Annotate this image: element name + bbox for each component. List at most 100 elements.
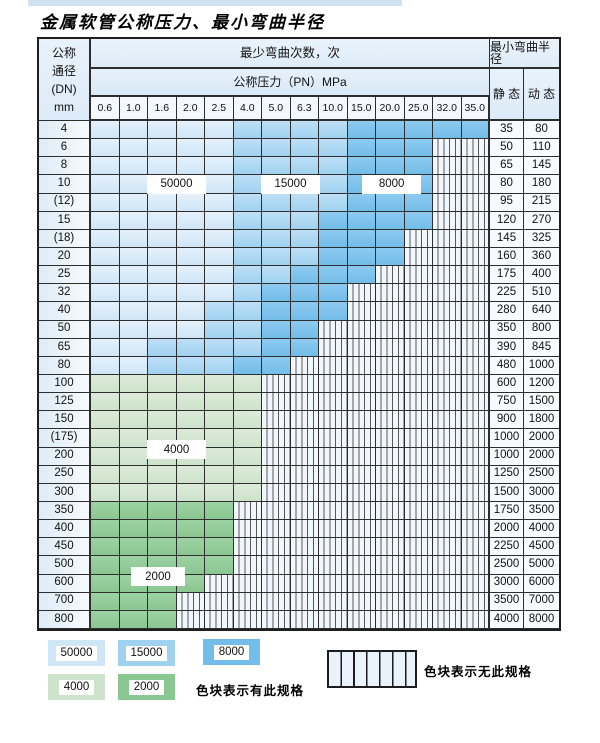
band-cell-15000次 [319,139,348,158]
static-radius-cell: 280 [490,302,524,321]
band-cell-4000次 [205,374,234,394]
band-cell-无此规格 [376,284,405,303]
band-cell-15000次 [262,139,291,158]
band-cell-无此规格 [461,447,490,466]
band-cell-4000次 [91,483,120,502]
band-cell-50000次 [91,229,120,248]
band-cell-50000次 [176,229,205,248]
dn-cell: 20 [39,247,91,267]
dn-cell: (18) [39,229,91,248]
band-cell-15000次 [233,302,262,321]
band-cell-50000次 [205,175,234,194]
legend-has-spec-text: 色块表示有此规格 [196,684,305,698]
dynamic-radius-cell: 180 [524,175,559,194]
band-cell-无此规格 [347,465,376,484]
dynamic-radius-cell: 2000 [524,447,559,466]
band-cell-15000次 [319,175,348,194]
band-cell-无此规格 [262,538,291,557]
band-cell-15000次 [176,356,205,375]
band-cell-8000次 [404,193,433,212]
band-cell-8000次 [262,356,291,375]
legend-chip-label: 4000 [58,679,95,695]
band-cell-8000次 [347,266,376,285]
dynamic-radius-cell: 1200 [524,374,559,394]
band-cell-无此规格 [376,520,405,539]
band-cell-无此规格 [319,411,348,430]
band-cell-无此规格 [376,393,405,412]
band-cell-无此规格 [347,411,376,430]
band-cell-4000次 [205,447,234,466]
band-cell-无此规格 [290,356,319,375]
band-cell-15000次 [233,338,262,357]
band-cell-无此规格 [433,157,462,176]
band-cell-15000次 [262,211,291,230]
band-cell-无此规格 [461,538,490,557]
band-cell-8000次 [347,157,376,176]
band-cell-无此规格 [290,411,319,430]
dn-cell: 500 [39,556,91,575]
band-cell-50000次 [91,266,120,285]
pressure-tick: 2.0 [176,97,205,121]
band-cell-无此规格 [233,556,262,575]
band-cell-无此规格 [319,374,348,394]
band-cell-50000次 [119,338,148,357]
band-cell-无此规格 [461,411,490,430]
legend-chip-4000: 4000 [48,674,105,700]
band-cell-2000次 [91,538,120,557]
band-cell-无此规格 [404,320,433,339]
band-cell-15000次 [290,193,319,212]
band-cell-4000次 [119,374,148,394]
band-cell-2000次 [119,538,148,557]
band-cell-无此规格 [461,193,490,212]
band-cell-15000次 [290,157,319,176]
band-cell-无此规格 [290,447,319,466]
band-cell-4000次 [148,483,177,502]
band-cell-4000次 [205,393,234,412]
band-cell-无此规格 [433,193,462,212]
band-cell-无此规格 [433,266,462,285]
band-cell-8000次 [376,247,405,267]
band-cell-50000次 [119,247,148,267]
static-radius-cell: 1000 [490,429,524,448]
bend-count-label: 4000 [148,441,205,459]
dn-cell: 8 [39,157,91,176]
band-cell-4000次 [176,393,205,412]
band-cell-无此规格 [433,229,462,248]
band-cell-4000次 [233,393,262,412]
dn-cell: 6 [39,139,91,158]
bend-times-header: 最少弯曲次数，次 [91,39,490,69]
band-cell-无此规格 [433,211,462,230]
band-cell-4000次 [119,393,148,412]
band-cell-无此规格 [319,465,348,484]
band-cell-无此规格 [233,520,262,539]
band-cell-15000次 [233,320,262,339]
band-cell-无此规格 [404,302,433,321]
dn-cell: 700 [39,592,91,611]
band-cell-无此规格 [233,574,262,593]
band-cell-4000次 [148,374,177,394]
band-cell-无此规格 [376,356,405,375]
band-cell-15000次 [319,193,348,212]
band-cell-无此规格 [290,520,319,539]
band-cell-8000次 [290,266,319,285]
dynamic-radius-cell: 110 [524,139,559,158]
dynamic-radius-cell: 80 [524,121,559,140]
band-cell-无此规格 [319,610,348,629]
band-cell-无此规格 [376,556,405,575]
band-cell-无此规格 [262,556,291,575]
band-cell-15000次 [233,157,262,176]
legend-chip-15000: 15000 [118,640,175,666]
band-cell-8000次 [319,247,348,267]
static-radius-cell: 350 [490,320,524,339]
band-cell-50000次 [176,302,205,321]
band-cell-无此规格 [176,610,205,629]
band-cell-50000次 [205,229,234,248]
band-cell-无此规格 [433,538,462,557]
band-cell-无此规格 [347,538,376,557]
band-cell-50000次 [91,302,120,321]
static-radius-cell: 3000 [490,574,524,593]
band-cell-无此规格 [433,175,462,194]
band-cell-15000次 [148,338,177,357]
band-cell-50000次 [119,302,148,321]
band-cell-4000次 [91,374,120,394]
